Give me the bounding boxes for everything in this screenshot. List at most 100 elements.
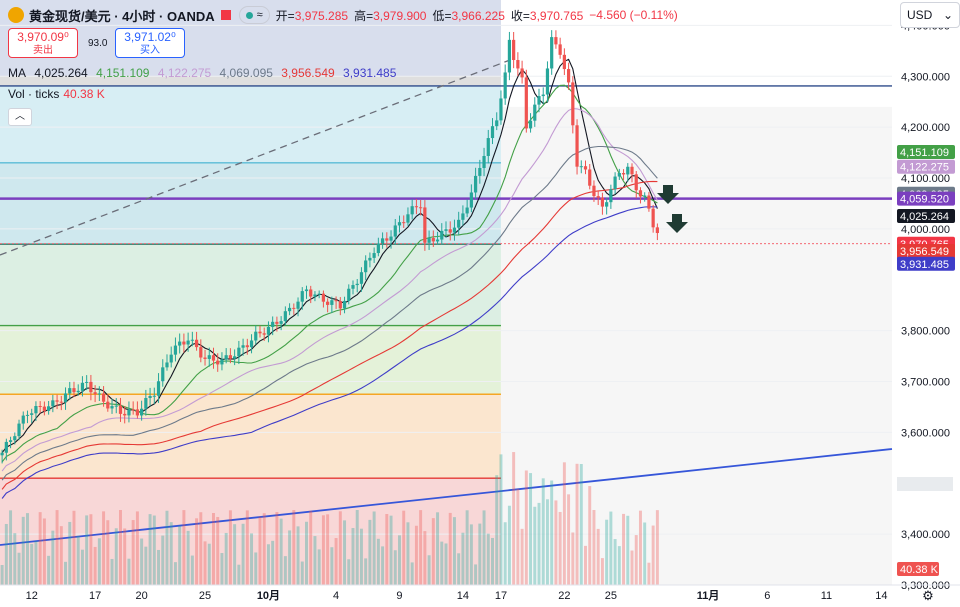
y-tick-label: 4,000.000	[901, 224, 950, 236]
candle	[528, 120, 533, 129]
chevron-up-icon[interactable]: ︿	[8, 108, 32, 126]
candle	[583, 166, 588, 170]
x-tick-label: 12	[26, 590, 38, 602]
volume-bar	[465, 510, 469, 585]
price-axis: 4,400.0004,300.0004,200.0004,100.0004,00…	[897, 20, 953, 592]
ma-line-5	[1, 180, 658, 490]
high-value: 高=3,979.900	[354, 8, 427, 23]
candle	[626, 166, 630, 175]
symbol-title[interactable]: 黄金现货/美元 · 4小时 · OANDA	[29, 8, 215, 24]
volume-bar	[343, 520, 347, 585]
volume-bar	[385, 514, 389, 585]
candle	[258, 331, 262, 334]
candle	[0, 452, 4, 456]
indicator-pill[interactable]: ≈	[238, 6, 270, 24]
volume-bar	[25, 513, 29, 585]
candle	[216, 360, 220, 365]
volume-bar	[503, 522, 507, 585]
volume-bar	[300, 561, 304, 585]
candle	[368, 257, 372, 261]
sell-button[interactable]: 3,970.09⁰ 卖出	[8, 28, 78, 58]
candle	[262, 333, 266, 335]
price-label-box	[897, 209, 955, 224]
volume-bar	[80, 549, 84, 585]
flag-icon[interactable]	[220, 10, 231, 20]
candle	[613, 176, 617, 190]
volume-bar	[588, 486, 592, 585]
candle	[135, 409, 139, 416]
candle	[148, 396, 152, 399]
price-label: 3,956.549	[900, 246, 949, 258]
x-tick-label: 4	[333, 590, 339, 602]
candle	[537, 96, 541, 105]
buy-button[interactable]: 3,971.02⁰ 买入	[115, 28, 185, 58]
volume-bar	[482, 510, 486, 585]
volume-bar	[355, 510, 359, 585]
candle	[376, 243, 380, 254]
zone-band	[0, 478, 501, 585]
candle	[321, 293, 326, 302]
candle	[499, 98, 503, 121]
volume-bar	[199, 512, 203, 585]
ma-line-6	[1, 206, 658, 499]
candle	[486, 138, 490, 156]
candle	[643, 195, 647, 197]
volume-bar	[457, 553, 461, 585]
zone-band	[0, 244, 501, 326]
volume-bar	[42, 518, 46, 585]
volume-bar	[334, 538, 338, 585]
volume-bar	[135, 511, 139, 585]
candle	[72, 388, 76, 393]
candle	[76, 390, 80, 393]
candle	[190, 339, 194, 341]
candle	[550, 37, 554, 69]
candle	[524, 77, 528, 129]
volume-legend[interactable]: Vol · ticks 40.38 K	[8, 87, 105, 101]
volume-bar	[13, 533, 17, 585]
blue-trendline	[0, 448, 893, 546]
volume-bar	[347, 559, 351, 585]
currency-select[interactable]: USD ⌄	[900, 2, 960, 28]
volume-bars	[0, 452, 659, 585]
volume-bar	[474, 564, 478, 585]
volume-bar	[605, 519, 609, 585]
price-label-box	[897, 256, 955, 271]
candle	[169, 354, 173, 363]
volume-bar	[275, 512, 279, 585]
zone-band	[0, 85, 501, 163]
candle	[465, 207, 469, 214]
candle	[566, 69, 571, 83]
volume-bar	[364, 558, 368, 585]
volume-bar	[516, 488, 520, 585]
candle	[8, 440, 13, 442]
candle	[51, 400, 55, 407]
volume-bar	[102, 511, 106, 585]
volume-bar	[123, 528, 127, 585]
volume-bar	[609, 511, 613, 585]
candle	[617, 173, 621, 177]
volume-bar	[178, 525, 182, 585]
ma-legend[interactable]: MA 4,025.264 4,151.109 4,122.275 4,069.0…	[8, 66, 401, 80]
y-tick-label: 3,300.000	[901, 580, 950, 592]
volume-bar	[617, 546, 621, 585]
candle	[110, 406, 114, 409]
volume-bar	[296, 526, 300, 585]
volume-bar	[127, 558, 131, 585]
volume-bar	[571, 532, 575, 585]
volume-bar	[630, 550, 634, 585]
x-tick-label: 11	[821, 590, 832, 602]
candle	[140, 408, 144, 416]
change-value: −4.560 (−0.11%)	[589, 8, 678, 22]
volume-bar	[495, 475, 499, 585]
candle	[457, 219, 461, 228]
candle	[495, 120, 499, 127]
candle	[228, 355, 233, 359]
candle	[47, 406, 51, 411]
volume-bar	[562, 462, 566, 585]
y-tick-label: 3,700.000	[901, 377, 950, 389]
candle	[292, 307, 296, 309]
candle	[592, 185, 596, 197]
candle	[245, 345, 249, 348]
volume-bar	[152, 515, 156, 585]
